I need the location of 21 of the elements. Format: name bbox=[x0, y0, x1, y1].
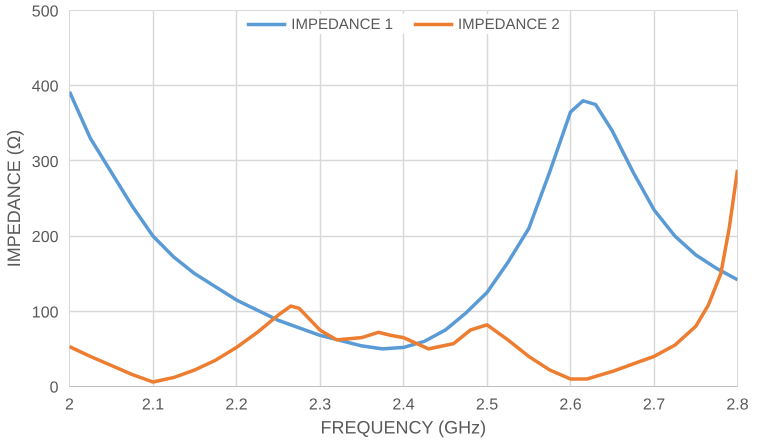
x-tick-label: 2.5 bbox=[476, 396, 498, 414]
x-axis-title: FREQUENCY (GHz) bbox=[320, 418, 486, 438]
y-tick-label: 300 bbox=[32, 154, 59, 171]
y-tick-label: 200 bbox=[32, 229, 59, 246]
y-tick-label: 400 bbox=[32, 78, 59, 96]
x-tick-label: 2.4 bbox=[392, 396, 415, 414]
y-tick-label: 0 bbox=[50, 380, 59, 396]
line-series bbox=[70, 90, 738, 351]
legend-label: IMPEDANCE 1 bbox=[291, 16, 393, 32]
x-tick-label: 2.6 bbox=[559, 396, 582, 414]
x-tick-label: 2 bbox=[65, 396, 74, 414]
x-tick-label: 2.7 bbox=[642, 396, 666, 414]
y-axis-title: IMPEDANCE (Ω) bbox=[4, 130, 24, 268]
y-tick-label: 100 bbox=[32, 304, 59, 322]
x-tick-label: 2.8 bbox=[726, 396, 749, 414]
y-tick-label: 500 bbox=[32, 4, 59, 20]
x-tick-label: 2.3 bbox=[308, 396, 332, 414]
x-tick-label: 2.1 bbox=[142, 396, 164, 414]
line-series bbox=[70, 168, 738, 384]
x-tick-label: 2.2 bbox=[225, 396, 248, 414]
legend-label: IMPEDANCE 2 bbox=[458, 16, 560, 32]
